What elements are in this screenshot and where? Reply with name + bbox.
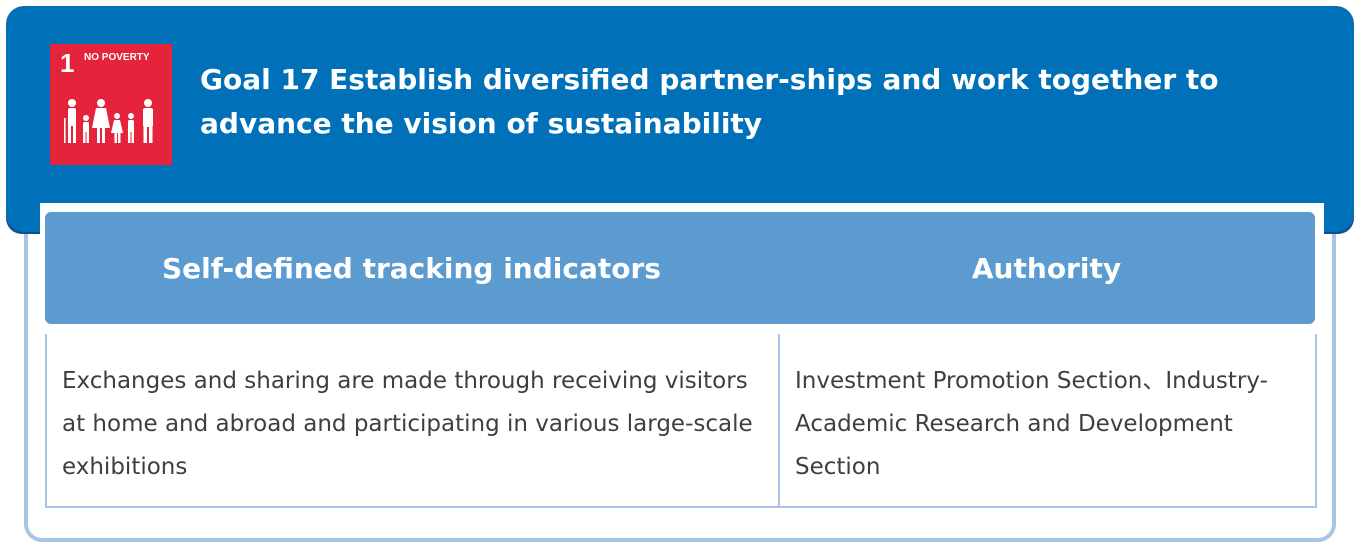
cell-indicators: Exchanges and sharing are made through r… (62, 368, 753, 480)
column-divider (778, 334, 780, 506)
sdg-number: 1 (60, 48, 75, 78)
goal-title: Goal 17 Establish diversified partner-sh… (200, 63, 1219, 140)
sdg-label: NO POVERTY (84, 52, 150, 63)
family-icon (64, 99, 153, 143)
cell-authority: Investment Promotion Section、Industry-Ac… (795, 368, 1268, 480)
table-header-row: Self-defined tracking indicators Authori… (45, 212, 1315, 324)
header-indicators: Self-defined tracking indicators (162, 251, 661, 285)
header-authority: Authority (971, 251, 1122, 285)
sdg-badge: 1 NO POVERTY (50, 44, 172, 165)
goal-banner (6, 6, 1354, 232)
table-row: Exchanges and sharing are made through r… (45, 334, 1317, 508)
